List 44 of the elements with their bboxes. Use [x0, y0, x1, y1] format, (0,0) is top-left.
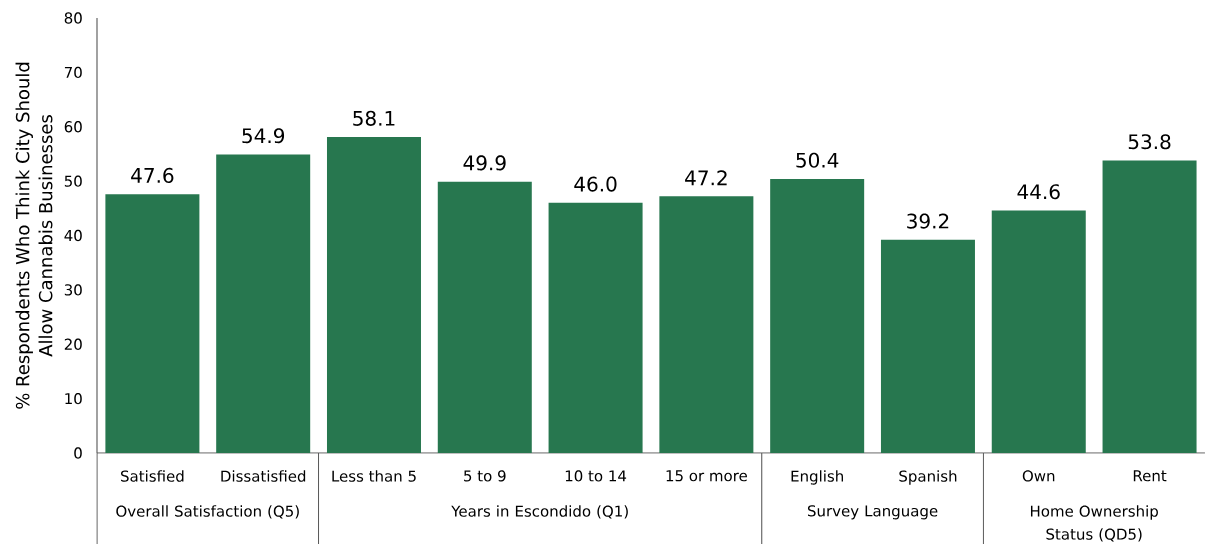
x-tick-label: 10 to 14: [565, 470, 627, 482]
y-tick-label: 20: [64, 338, 82, 350]
data-label: 39.2: [907, 213, 949, 229]
bar: [1102, 160, 1197, 453]
bar: [659, 196, 754, 453]
text: Overall Satisfaction (Q5): [116, 505, 299, 519]
y-tick-label: 40: [64, 229, 82, 242]
x-tick-label: Rent: [1133, 470, 1167, 482]
y-tick-label: 80: [64, 12, 82, 24]
data-label: 46.0: [574, 176, 617, 192]
bar: [326, 137, 421, 453]
bar: [216, 154, 311, 453]
y-tick-label: 70: [64, 66, 82, 79]
text: Home Ownership Status (QD5): [1030, 505, 1158, 542]
bar: [105, 194, 200, 453]
y-tick-label: 60: [64, 121, 82, 133]
x-tick-label: Own: [1022, 470, 1055, 482]
y-tick-label: 0: [74, 447, 82, 459]
data-label: 50.4: [796, 152, 839, 168]
x-tick-label: 5 to 9: [464, 470, 506, 482]
bar: [770, 178, 865, 453]
data-label: 54.9: [242, 128, 285, 144]
data-label: 44.6: [1017, 184, 1060, 200]
data-label: 47.2: [685, 170, 727, 186]
bar: [437, 181, 532, 453]
x-tick-label: English: [791, 470, 843, 485]
x-tick-label: Spanish: [899, 470, 957, 485]
x-tick-label: 15 or more: [666, 470, 747, 482]
x-tick-label: Less than 5: [332, 470, 416, 482]
text: Years in Escondido (Q1): [451, 505, 628, 519]
data-label: 47.6: [131, 167, 174, 183]
x-tick-label: Satisfied: [121, 470, 184, 482]
bar: [880, 239, 975, 453]
bar: [991, 210, 1086, 453]
bar: [548, 202, 643, 453]
y-tick-label: 30: [64, 284, 82, 296]
x-tick-label: Dissatisfied: [221, 470, 306, 482]
y-axis-title: % Respondents Who Think City Should Allow Cannabis Businesses: [15, 62, 53, 409]
data-label: 53.8: [1128, 134, 1171, 150]
y-tick-label: 10: [65, 392, 82, 405]
text: Survey Language: [807, 505, 938, 520]
data-label: 58.1: [353, 110, 395, 126]
y-tick-label: 50: [64, 175, 82, 187]
data-label: 49.9: [463, 155, 506, 171]
